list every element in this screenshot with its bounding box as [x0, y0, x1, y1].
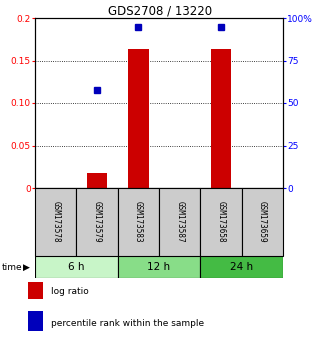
Bar: [28, 312, 43, 331]
Bar: [242, 188, 283, 256]
Text: 12 h: 12 h: [147, 262, 170, 272]
Text: GSM173583: GSM173583: [134, 201, 143, 243]
Bar: [211, 50, 231, 188]
Text: GSM173578: GSM173578: [51, 201, 60, 243]
Bar: [35, 256, 118, 278]
Text: GSM173658: GSM173658: [216, 201, 225, 243]
Text: 6 h: 6 h: [68, 262, 84, 272]
Bar: [35, 188, 76, 256]
Text: 24 h: 24 h: [230, 262, 253, 272]
Text: time: time: [2, 263, 22, 272]
Bar: [200, 256, 283, 278]
Text: percentile rank within the sample: percentile rank within the sample: [51, 320, 204, 329]
Bar: [118, 256, 200, 278]
Bar: [76, 188, 118, 256]
Text: GSM173579: GSM173579: [92, 201, 101, 243]
Text: ▶: ▶: [22, 263, 29, 272]
Bar: [87, 173, 107, 188]
Text: GSM173587: GSM173587: [175, 201, 184, 243]
Bar: [128, 50, 149, 188]
Bar: [200, 188, 242, 256]
Text: GSM173659: GSM173659: [258, 201, 267, 243]
Text: log ratio: log ratio: [51, 287, 89, 296]
Bar: [159, 188, 200, 256]
Bar: [28, 279, 43, 299]
Text: GDS2708 / 13220: GDS2708 / 13220: [108, 4, 213, 17]
Bar: [118, 188, 159, 256]
